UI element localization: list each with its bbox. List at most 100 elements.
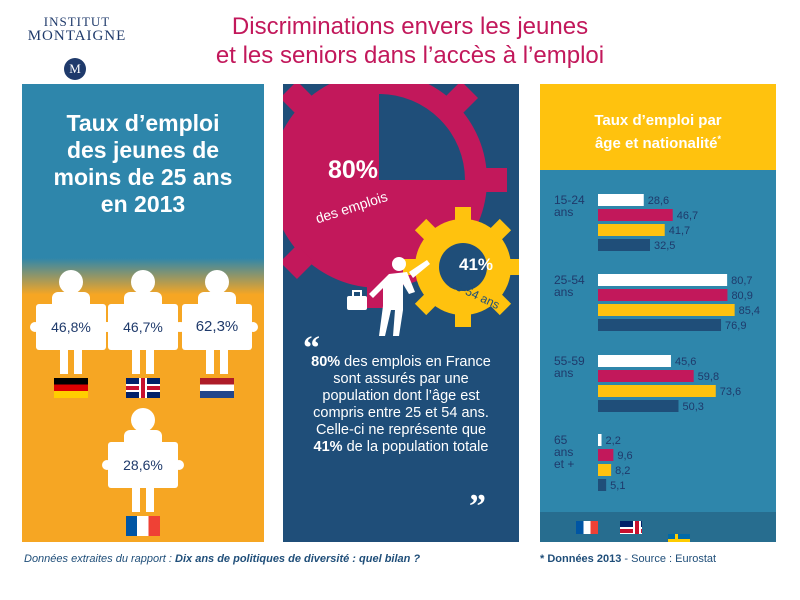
flag-nl-icon [200, 378, 234, 398]
person-head [131, 270, 155, 294]
chart-title-line1: Taux d’emploi par [594, 112, 722, 129]
person-legs [132, 350, 154, 374]
bar-flag-se [598, 304, 735, 316]
youth-title-line2: des jeunes de [66, 137, 220, 163]
bar-flag-uk [598, 370, 694, 382]
person-hand [30, 322, 40, 332]
flag-fr-icon [576, 521, 598, 534]
data-source: * Données 2013 - Source : Eurostat [540, 553, 716, 565]
bar-value-label: 2,2 [606, 435, 621, 447]
person-head [59, 270, 83, 294]
person-head [131, 408, 155, 432]
chart-header-band [540, 84, 776, 170]
bar-value-label: 50,3 [682, 401, 703, 413]
bar-flag-eu [598, 400, 679, 412]
logo-mark-icon: M [64, 58, 86, 80]
chart-legend [540, 512, 776, 542]
bar-flag-fr [598, 434, 602, 446]
employment-bar-chart: 15-24 ans 28,6 46,7 41,7 32,5 25-54 ans 80,7 80,9… [554, 193, 760, 492]
bar-flag-uk [598, 289, 728, 301]
small-gear-icon [403, 207, 519, 327]
worker-icon [347, 257, 430, 336]
bar-value-label: 76,9 [725, 320, 746, 332]
bar-value-label: 85,4 [739, 305, 760, 317]
page-title: Discriminations envers les jeunes et les… [150, 12, 670, 70]
youth-title-line4: en 2013 [100, 191, 186, 217]
bar-flag-se [598, 385, 716, 397]
flag-de-icon [54, 378, 88, 398]
bar-value-label: 9,6 [617, 450, 632, 462]
bar-flag-eu [598, 479, 607, 491]
jobs-share-panel: 80% des emplois 41% 25-54 ans “ 80% des … [283, 84, 519, 542]
age-group-label: 15-24 ans [554, 193, 585, 219]
quote-bold-80: 80% [311, 354, 341, 370]
quote-text: 80% des emplois en France sont assurés p… [303, 354, 499, 456]
bar-flag-eu [598, 319, 722, 331]
flag-uk-icon [620, 521, 642, 534]
person-hand [174, 460, 184, 470]
youth-title-line3: moins de 25 ans [53, 164, 233, 190]
chart-title: Taux d’emploi par âge et nationalité* [540, 111, 776, 153]
person-hand [248, 322, 258, 332]
rate-germany: 46,8% [36, 304, 106, 350]
person-hand [102, 322, 112, 332]
title-line2: et les seniors dans l’accès à l’emploi [215, 42, 605, 69]
person-legs [206, 350, 228, 374]
bar-value-label: 5,1 [610, 480, 625, 492]
person-netherlands: 62,3% [172, 270, 262, 400]
person-legs [132, 488, 154, 512]
age-group-label: 55-59 ans [554, 354, 585, 380]
title-line1: Discriminations envers les jeunes [231, 13, 589, 40]
institut-montaigne-logo: INSTITUT MONTAIGNE [22, 14, 132, 44]
small-gear-percent: 41% [459, 255, 493, 274]
person-legs [60, 350, 82, 374]
report-source: Données extraites du rapport : Dix ans d… [24, 553, 420, 565]
chart-title-star: * [717, 134, 722, 144]
bar-value-label: 41,7 [669, 225, 690, 237]
quote-open-icon: “ [303, 330, 320, 367]
report-prefix: Données extraites du rapport : [24, 553, 176, 565]
age-group-label: 25-54 ans [554, 273, 585, 299]
bar-value-label: 80,7 [731, 275, 752, 287]
report-title: Dix ans de politiques de diversité : que… [175, 553, 421, 565]
gears-illustration: 80% des emplois 41% 25-54 ans [283, 84, 519, 336]
person-france: 28,6% [98, 408, 188, 538]
big-gear-percent: 80% [328, 156, 378, 184]
chart-title-line2: âge et nationalité [594, 135, 718, 152]
bar-value-label: 80,9 [731, 290, 752, 302]
employment-by-age-panel: Taux d’emploi par âge et nationalité* 15… [540, 84, 776, 542]
youth-title-line1: Taux d’emploi [66, 110, 220, 136]
person-uk: 46,7% [98, 270, 188, 400]
bar-flag-uk [598, 209, 673, 221]
logo-line2: MONTAIGNE [27, 28, 127, 44]
bar-flag-uk [598, 449, 614, 461]
person-hand [176, 322, 186, 332]
bar-value-label: 45,6 [675, 356, 696, 368]
youth-employment-panel: Taux d’emploi des jeunes de moins de 25 … [22, 84, 264, 542]
bar-value-label: 59,8 [698, 371, 719, 383]
data-note: * Données 2013 [540, 553, 622, 565]
rate-uk: 46,7% [108, 304, 178, 350]
youth-employment-title: Taux d’emploi des jeunes de moins de 25 … [22, 110, 264, 218]
bar-value-label: 46,7 [677, 210, 698, 222]
flag-fr-icon [126, 516, 160, 536]
flag-se-icon [668, 534, 690, 542]
person-head [205, 270, 229, 294]
bar-value-label: 73,6 [720, 386, 741, 398]
rate-netherlands: 62,3% [182, 304, 252, 350]
quote-part1: des emplois en France sont assurés par u… [313, 354, 491, 438]
bar-flag-eu [598, 239, 650, 251]
bar-value-label: 28,6 [648, 195, 669, 207]
age-group-label: 65 ans et + [554, 433, 574, 471]
quote-bold-41: 41% [313, 439, 343, 455]
bar-flag-se [598, 464, 612, 476]
bar-value-label: 32,5 [654, 240, 675, 252]
quote-part2: de la population totale [342, 439, 489, 455]
bar-value-label: 8,2 [615, 465, 630, 477]
bar-flag-fr [598, 274, 728, 286]
logo-line1: INSTITUT [43, 14, 111, 29]
bar-flag-se [598, 224, 665, 236]
rate-france: 28,6% [108, 442, 178, 488]
data-source-text: - Source : Eurostat [621, 553, 717, 565]
flag-uk-icon [126, 378, 160, 398]
